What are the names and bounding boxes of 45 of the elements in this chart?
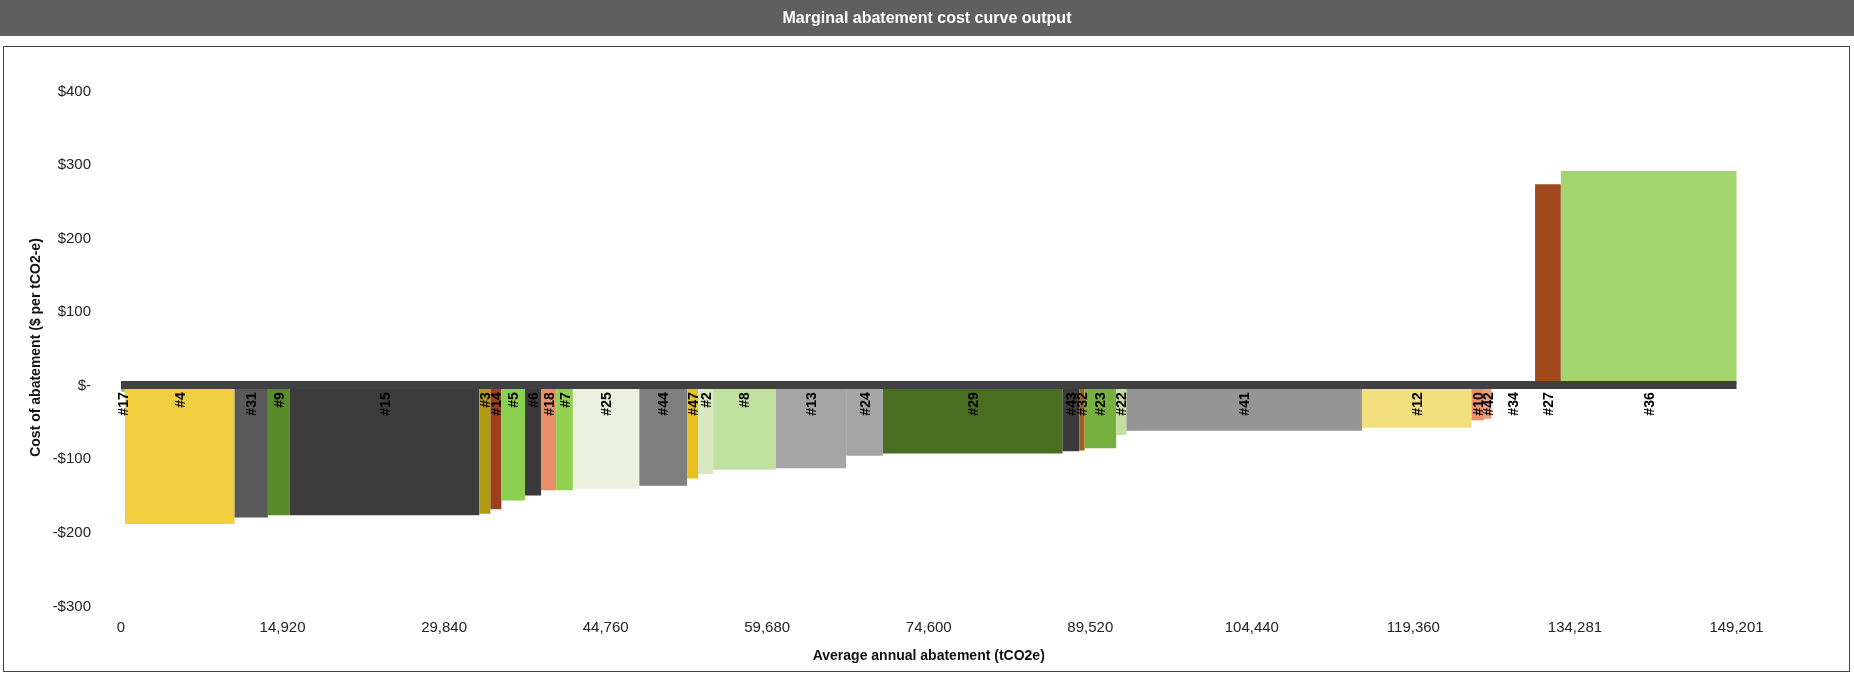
y-tick-label: -$100 bbox=[52, 449, 91, 467]
y-tick-label: -$300 bbox=[52, 596, 91, 614]
y-tick-label: $200 bbox=[57, 228, 91, 246]
annotation: #9 bbox=[270, 392, 287, 408]
x-tick-label: 14,920 bbox=[259, 618, 306, 635]
annotation: #44 bbox=[655, 392, 672, 416]
y-tick-label: $300 bbox=[57, 155, 91, 173]
annotation: #22 bbox=[1113, 392, 1130, 416]
x-tick-label: 149,201 bbox=[1709, 618, 1764, 635]
x-tick-label: 0 bbox=[116, 618, 126, 635]
x-tick-label: 89,520 bbox=[1067, 618, 1114, 635]
x-axis-title: Average annual abatement (tCO2e) bbox=[812, 647, 1045, 663]
annotation: #36 bbox=[1640, 392, 1657, 416]
chart-title: Marginal abatement cost curve output bbox=[0, 0, 1854, 36]
x-tick-label: 59,680 bbox=[744, 618, 791, 635]
x-tick-label: 44,760 bbox=[582, 618, 629, 635]
annotation: #8 bbox=[736, 392, 753, 408]
x-tick-label: 119,360 bbox=[1386, 618, 1440, 635]
y-tick-label: -$200 bbox=[52, 522, 91, 540]
y-tick-label: $400 bbox=[57, 81, 91, 99]
annotation: #7 bbox=[556, 392, 573, 408]
annotation: #17 bbox=[115, 392, 131, 416]
annotation: #27 bbox=[1539, 392, 1556, 416]
annotation: #4 bbox=[171, 392, 188, 408]
x-tick-label: 74,600 bbox=[905, 618, 952, 635]
x-tick-label: 134,281 bbox=[1547, 618, 1603, 635]
annotation: #43 bbox=[1062, 392, 1079, 416]
annotation: #6 bbox=[525, 392, 542, 408]
x-tick-label: 29,840 bbox=[421, 618, 468, 635]
y-tick-label: $100 bbox=[57, 302, 91, 320]
annotation: #29 bbox=[964, 392, 981, 416]
annotation: #23 bbox=[1092, 392, 1109, 416]
y-axis-title: Cost of abatement ($ per tCO2-e) bbox=[26, 238, 43, 457]
y-tick-label: $- bbox=[77, 375, 91, 393]
annotation: #31 bbox=[243, 392, 260, 416]
annotation: #41 bbox=[1236, 392, 1253, 416]
annotation: #15 bbox=[376, 392, 393, 416]
annotation: #25 bbox=[598, 392, 615, 416]
x-tick-label: 104,440 bbox=[1224, 618, 1279, 635]
annotation: #5 bbox=[505, 392, 522, 408]
annotation: #18 bbox=[540, 392, 557, 416]
annotation: #12 bbox=[1408, 392, 1425, 416]
annotation: #13 bbox=[802, 392, 819, 416]
annotation: #24 bbox=[856, 392, 873, 416]
annotation: #34 bbox=[1505, 392, 1522, 416]
